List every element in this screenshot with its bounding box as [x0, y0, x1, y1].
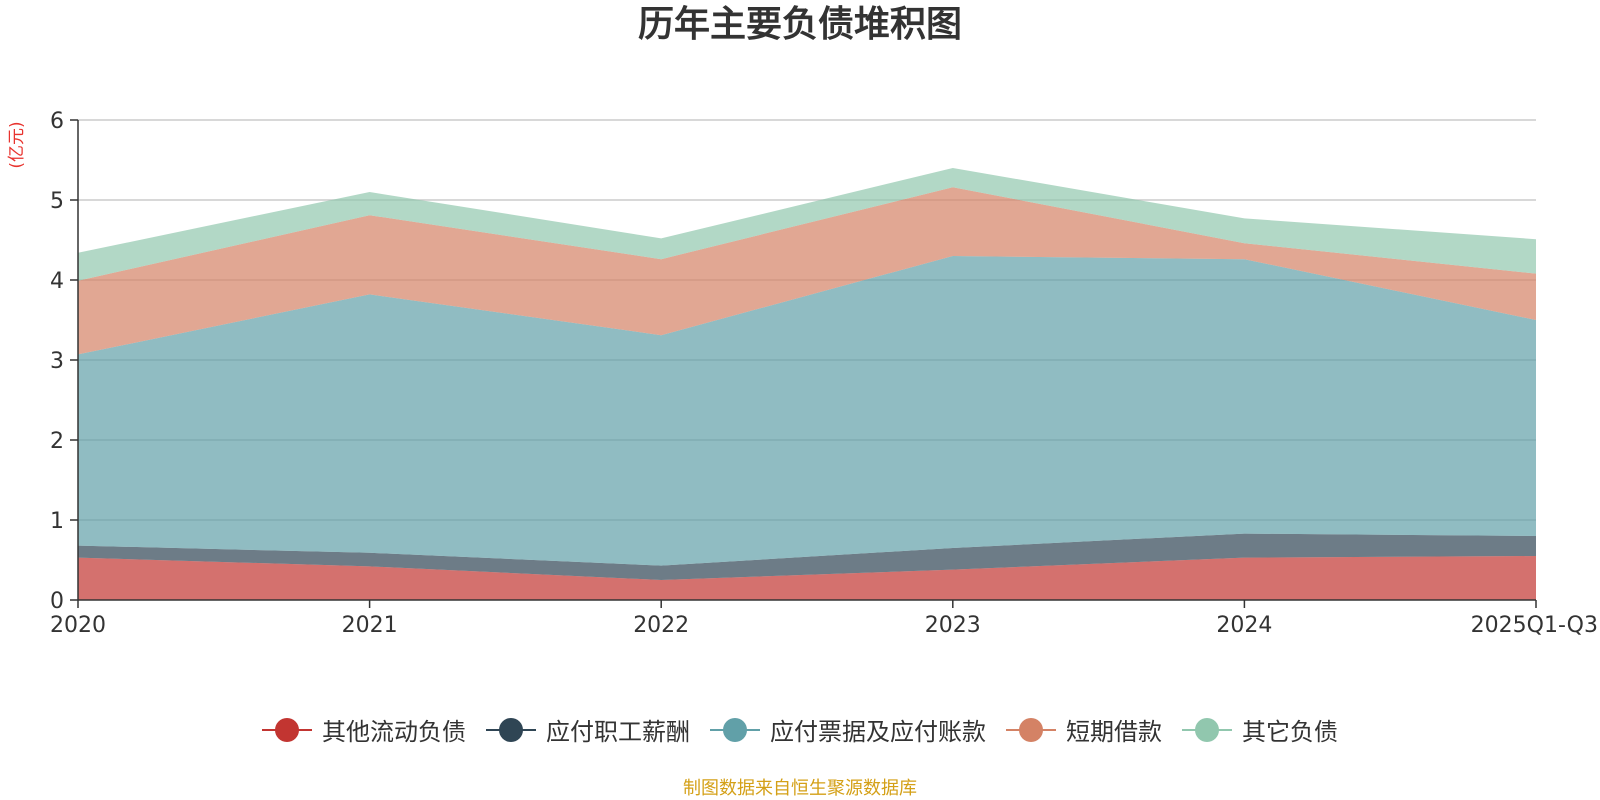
x-tick-label: 2024 [1216, 613, 1272, 638]
y-tick-label: 4 [50, 269, 64, 294]
legend-label: 应付票据及应付账款 [770, 718, 986, 746]
area-series-3 [78, 256, 1536, 566]
x-tick-label: 2023 [925, 613, 981, 638]
y-tick-label: 0 [50, 589, 64, 614]
legend-item[interactable]: 应付职工薪酬 [486, 712, 690, 747]
y-tick-label: 2 [50, 429, 64, 454]
y-tick-label: 6 [50, 109, 64, 134]
chart-title: 历年主要负债堆积图 [637, 4, 962, 45]
x-tick-label: 2020 [50, 613, 106, 638]
area-series-5 [78, 168, 1536, 281]
x-tick-label: 2021 [342, 613, 398, 638]
legend: 其他流动负债 应付职工薪酬 应付票据及应付账款 短期借款 其它负债 [0, 712, 1600, 747]
legend-marker-icon [262, 715, 312, 745]
legend-label: 应付职工薪酬 [546, 718, 690, 746]
legend-marker-icon [710, 715, 760, 745]
legend-label: 其它负债 [1242, 718, 1338, 746]
y-tick-label: 5 [50, 189, 64, 214]
legend-marker-icon [486, 715, 536, 745]
legend-item[interactable]: 应付票据及应付账款 [710, 712, 986, 747]
legend-marker-icon [1006, 715, 1056, 745]
y-tick-label: 1 [50, 509, 64, 534]
legend-item[interactable]: 短期借款 [1006, 712, 1162, 747]
legend-item[interactable]: 其它负债 [1182, 712, 1338, 747]
legend-marker-icon [1182, 715, 1232, 745]
axes: 0 1 2 3 4 5 6 2020 2021 2022 2023 2024 2025Q1-Q3 (亿元) [7, 109, 1598, 638]
x-tick-label: 2025Q1-Q3 [1471, 613, 1598, 638]
area-series-1 [78, 556, 1536, 600]
legend-label: 其他流动负债 [322, 718, 466, 746]
x-tick-label: 2022 [633, 613, 689, 638]
y-tick-label: 3 [50, 349, 64, 374]
y-axis-label: (亿元) [7, 121, 27, 168]
stacked-areas [78, 168, 1536, 600]
legend-label: 短期借款 [1066, 718, 1162, 746]
source-note: 制图数据来自恒生聚源数据库 [683, 778, 917, 799]
area-series-4 [78, 187, 1536, 355]
legend-item[interactable]: 其他流动负债 [262, 712, 466, 747]
